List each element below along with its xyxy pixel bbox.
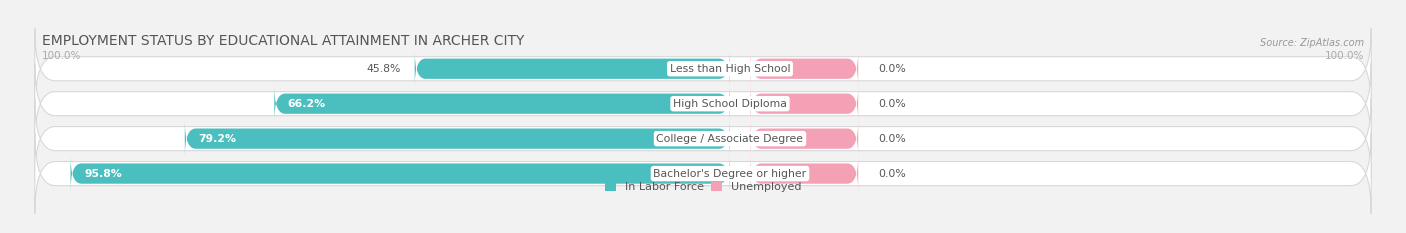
Text: Source: ZipAtlas.com: Source: ZipAtlas.com [1260,38,1364,48]
Text: 66.2%: 66.2% [288,99,326,109]
FancyBboxPatch shape [184,121,730,157]
FancyBboxPatch shape [35,133,1371,214]
FancyBboxPatch shape [751,51,858,87]
Text: 0.0%: 0.0% [879,64,907,74]
FancyBboxPatch shape [751,86,858,122]
FancyBboxPatch shape [70,156,730,192]
Text: 0.0%: 0.0% [879,134,907,144]
Text: 100.0%: 100.0% [42,51,82,61]
Text: Bachelor's Degree or higher: Bachelor's Degree or higher [654,169,807,178]
Text: High School Diploma: High School Diploma [673,99,787,109]
FancyBboxPatch shape [415,51,730,87]
Text: Less than High School: Less than High School [669,64,790,74]
Text: College / Associate Degree: College / Associate Degree [657,134,803,144]
Text: 45.8%: 45.8% [367,64,401,74]
FancyBboxPatch shape [35,98,1371,179]
Text: 100.0%: 100.0% [1324,51,1364,61]
Text: 0.0%: 0.0% [879,99,907,109]
FancyBboxPatch shape [751,121,858,157]
Text: 79.2%: 79.2% [198,134,236,144]
Text: 0.0%: 0.0% [879,169,907,178]
Text: 95.8%: 95.8% [84,169,122,178]
FancyBboxPatch shape [35,28,1371,109]
FancyBboxPatch shape [751,156,858,192]
Legend: In Labor Force, Unemployed: In Labor Force, Unemployed [600,177,806,197]
Text: EMPLOYMENT STATUS BY EDUCATIONAL ATTAINMENT IN ARCHER CITY: EMPLOYMENT STATUS BY EDUCATIONAL ATTAINM… [42,34,524,48]
FancyBboxPatch shape [35,63,1371,144]
FancyBboxPatch shape [274,86,730,122]
